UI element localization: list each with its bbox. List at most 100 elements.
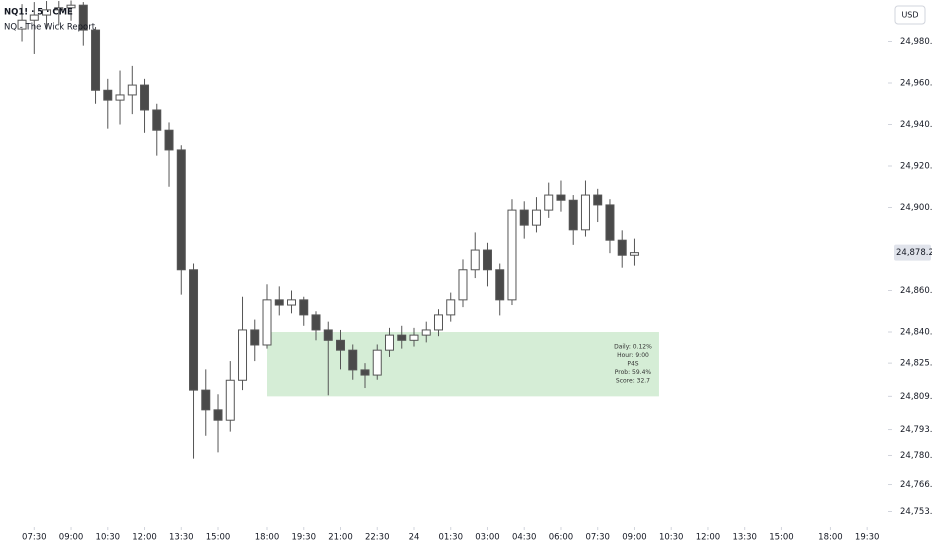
candle-body (531, 209, 541, 226)
candle-body (446, 299, 456, 316)
y-tick-label: 24,860.00 (900, 286, 932, 296)
currency-label[interactable]: USD (901, 11, 918, 20)
chart-title: NQ1! · 5 · CME (4, 8, 73, 18)
y-tick-label: 24,940.00 (900, 120, 932, 130)
candle-body (287, 299, 297, 306)
candle-body (360, 369, 370, 376)
x-tick-label: 01:30 (438, 533, 463, 543)
y-tick-label: 24,809.00 (900, 392, 932, 402)
candle-body (250, 329, 260, 346)
candle-body (152, 109, 162, 131)
x-tick-label: 18:00 (255, 533, 280, 543)
candle-body (519, 209, 529, 226)
x-tick-label: 13:30 (732, 533, 757, 543)
x-tick-label: 19:30 (292, 533, 317, 543)
x-tick-label: 04:30 (512, 533, 537, 543)
candle-body (262, 299, 272, 346)
chart-subtitle: NQ - The Wick Report (4, 23, 96, 33)
candle-body (54, 7, 64, 11)
currency-button[interactable] (894, 5, 926, 25)
candle-body (17, 19, 27, 30)
zone-text: Score: 32.7 (616, 378, 650, 385)
candle-body (66, 4, 76, 9)
candle-body (507, 209, 517, 301)
candle-body (605, 204, 615, 241)
x-tick-label: 03:00 (475, 533, 500, 543)
candle-body (568, 199, 578, 231)
x-tick-label: 06:00 (549, 533, 574, 543)
candle-body (127, 84, 137, 96)
x-tick-label: 09:00 (59, 533, 84, 543)
x-tick-label: 21:00 (328, 533, 353, 543)
candle-body (495, 269, 505, 301)
candle-body (103, 89, 113, 101)
candle-body (140, 84, 150, 111)
candle-body (556, 194, 566, 201)
candle-body (323, 329, 333, 341)
y-tick-label: 24,960.00 (900, 79, 932, 89)
candle-body (593, 194, 603, 206)
candle-body (433, 314, 443, 331)
x-tick-label: 19:30 (855, 533, 880, 543)
candle-body (384, 334, 394, 351)
candle-body (397, 334, 407, 341)
zone-text: P4S (627, 361, 638, 368)
x-tick-label: 10:30 (96, 533, 121, 543)
candle-body (274, 299, 284, 306)
y-tick-label: 24,900.00 (900, 203, 932, 213)
candle-body (115, 94, 125, 101)
x-tick-label: 15:00 (206, 533, 231, 543)
candle-body (164, 129, 174, 151)
x-tick-label: 12:00 (696, 533, 721, 543)
candle-body (91, 29, 101, 91)
y-tick-label: 24,753.50 (900, 507, 932, 517)
candle-body (458, 269, 468, 301)
candle-body (176, 149, 186, 271)
x-tick-label: 07:30 (585, 533, 610, 543)
candle-body (421, 329, 431, 336)
candle-body (311, 314, 321, 331)
candle-body (544, 194, 554, 211)
zone-text: Hour: 9:00 (617, 352, 649, 359)
candle-body (42, 9, 52, 16)
x-tick-label: 10:30 (659, 533, 684, 543)
candle-body (336, 339, 346, 351)
zone-text: Daily: 0.12% (614, 344, 652, 351)
candle-body (470, 249, 480, 271)
candle-body (629, 252, 639, 256)
y-tick-label: 24,793.00 (900, 425, 932, 435)
candle-body (225, 379, 235, 421)
candle-body (78, 4, 88, 31)
y-tick-label: 24,825.00 (900, 359, 932, 369)
zone-text: Prob: 59.4% (615, 369, 652, 376)
candle-body (409, 334, 419, 341)
y-tick-label: 24,840.00 (900, 328, 932, 338)
zone-box (267, 332, 659, 397)
y-tick-label: 24,980.00 (900, 37, 932, 47)
candle-body (372, 349, 382, 376)
x-tick-label: 15:00 (769, 533, 794, 543)
candles (17, 0, 639, 459)
x-tick-label: 22:30 (365, 533, 390, 543)
candle-body (482, 249, 492, 271)
candle-body (348, 349, 358, 371)
x-tick-label: 24 (409, 533, 420, 543)
candle-body (29, 14, 39, 21)
candle-body (201, 389, 211, 411)
axes: 24,980.00 24,960.00 24,940.00 24,920.00 24,9… (22, 37, 932, 542)
candle-body (299, 299, 309, 316)
last-price-label: 24,878.25 (896, 248, 932, 258)
candle-body (189, 269, 199, 391)
x-tick-label: 12:00 (132, 533, 157, 543)
candle-body (580, 194, 590, 231)
last-price-box (894, 244, 931, 261)
y-tick-label: 24,920.00 (900, 162, 932, 172)
candle-body (617, 239, 627, 256)
x-tick-label: 09:00 (622, 533, 647, 543)
y-tick-label: 24,766.50 (900, 480, 932, 490)
y-tick-label: 24,780.50 (900, 451, 932, 461)
x-tick-label: 07:30 (22, 533, 47, 543)
x-tick-label: 18:00 (818, 533, 843, 543)
